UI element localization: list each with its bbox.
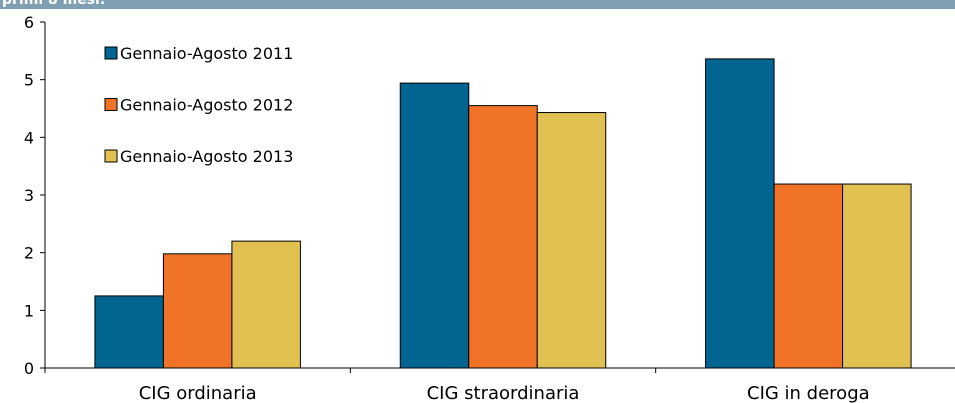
y-tick-label: 5 bbox=[24, 71, 34, 90]
bar bbox=[705, 58, 775, 369]
bar bbox=[536, 112, 607, 369]
y-tick-label: 3 bbox=[24, 186, 34, 205]
bar bbox=[842, 183, 912, 369]
bar bbox=[773, 183, 844, 369]
bar bbox=[162, 253, 233, 369]
legend-label: Gennaio-Agosto 2012 bbox=[120, 96, 293, 115]
header-text: primi 8 mesi. bbox=[2, 0, 106, 8]
category-label: CIG in deroga bbox=[747, 383, 870, 403]
bar bbox=[399, 82, 470, 369]
legend-label: Gennaio-Agosto 2013 bbox=[120, 147, 293, 166]
legend-label: Gennaio-Agosto 2011 bbox=[120, 44, 293, 63]
bar bbox=[231, 240, 301, 369]
legend-swatch bbox=[104, 46, 118, 60]
legend-swatch bbox=[104, 149, 118, 163]
bar bbox=[468, 105, 538, 369]
y-tick-label: 2 bbox=[24, 244, 34, 263]
y-tick-label: 1 bbox=[24, 301, 34, 320]
y-tick-label: 4 bbox=[24, 128, 34, 147]
category-label: CIG ordinaria bbox=[139, 383, 257, 403]
legend-swatch bbox=[104, 98, 118, 111]
y-tick-label: 0 bbox=[24, 359, 34, 378]
bar bbox=[94, 295, 164, 369]
category-label: CIG straordinaria bbox=[427, 383, 580, 403]
y-tick-label: 6 bbox=[24, 13, 34, 32]
header-band: primi 8 mesi. bbox=[0, 0, 955, 9]
